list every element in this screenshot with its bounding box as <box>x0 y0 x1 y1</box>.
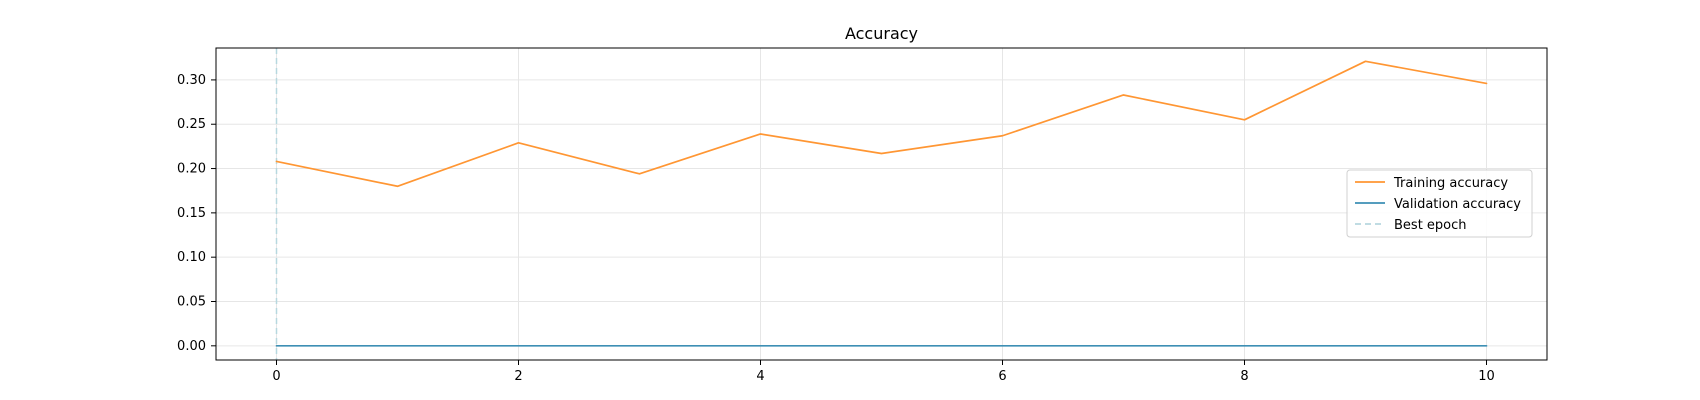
x-tick-label-4: 8 <box>1240 369 1248 384</box>
plot-frame <box>215 47 1548 361</box>
legend-box <box>1346 169 1533 238</box>
legend-label-2: Best epoch <box>1394 218 1467 233</box>
y-tick-label-5: 0.25 <box>177 117 206 132</box>
legend-label-0: Training accuracy <box>1393 176 1508 191</box>
legend-label-1: Validation accuracy <box>1394 197 1521 212</box>
x-tick-label-2: 4 <box>756 369 764 384</box>
y-tick-label-2: 0.10 <box>177 250 206 265</box>
y-tick-label-4: 0.20 <box>177 162 206 177</box>
y-tick-label-1: 0.05 <box>177 295 206 310</box>
y-tick-label-0: 0.00 <box>177 339 206 354</box>
x-tick-label-1: 2 <box>514 369 522 384</box>
plot-layer: 0 2 4 6 8 10 0.00 0.05 0.10 0.15 0.20 0.25 0.30 Train… <box>177 47 1548 384</box>
legend: Training accuracy Validation accuracy Best… <box>1346 169 1533 238</box>
x-tick-label-3: 6 <box>998 369 1006 384</box>
y-tick-label-6: 0.30 <box>177 73 206 88</box>
chart-title: Accuracy <box>845 24 918 43</box>
x-tick-label-0: 0 <box>272 369 280 384</box>
series-line-training-accuracy <box>275 60 1488 188</box>
y-tick-label-3: 0.15 <box>177 206 206 221</box>
plot-background <box>216 48 1547 360</box>
x-tick-label-5: 10 <box>1478 369 1495 384</box>
